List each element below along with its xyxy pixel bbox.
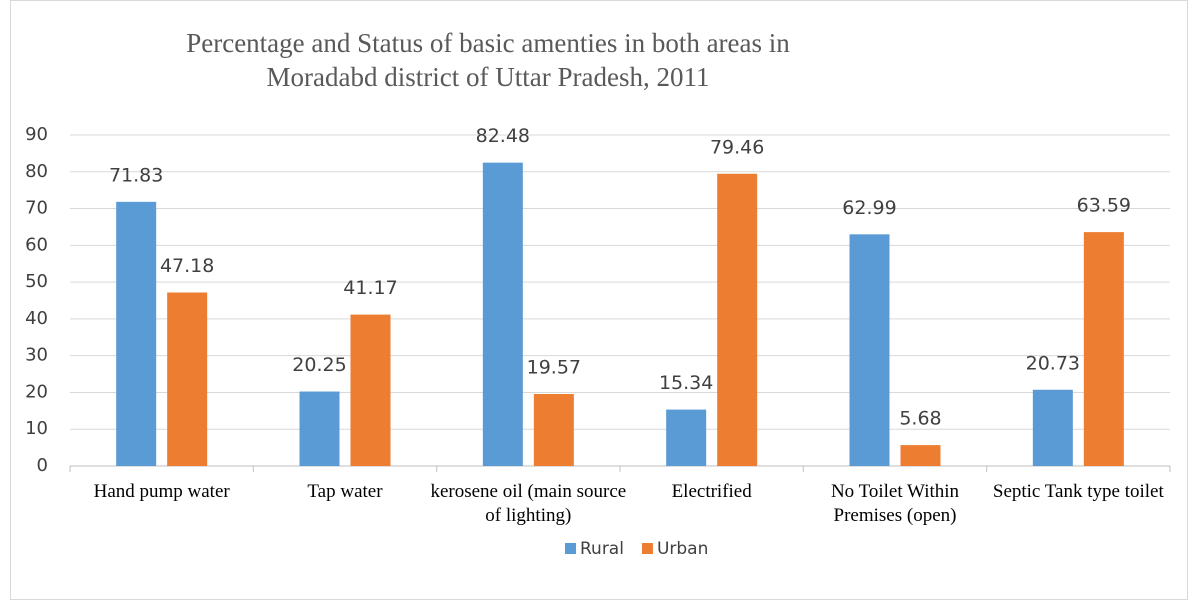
data-label: 41.17 (343, 277, 397, 299)
y-tick-label: 20 (25, 381, 48, 402)
x-tick-label: Hand pump water (93, 481, 230, 502)
bar (482, 162, 523, 466)
data-label: 62.99 (842, 197, 896, 219)
x-tick-label: No Toilet Within Premises (open) (830, 481, 960, 526)
legend-label: Rural (580, 539, 624, 559)
x-tick-label: Tap water (307, 481, 383, 502)
bar (533, 394, 574, 466)
bar (1032, 389, 1073, 466)
data-label: 79.46 (710, 136, 764, 158)
data-label: 20.73 (1026, 352, 1080, 374)
legend-label: Urban (657, 539, 708, 559)
y-tick-label: 70 (25, 198, 48, 219)
bar (350, 314, 391, 466)
y-tick-label: 60 (25, 234, 48, 255)
legend-swatch (565, 543, 576, 554)
legend-swatch (641, 543, 653, 554)
x-tick-label: Septic Tank type toilet (992, 481, 1164, 502)
data-label: 63.59 (1077, 195, 1131, 217)
bar (849, 234, 890, 466)
chart-frame (10, 0, 1188, 600)
bar (167, 292, 208, 466)
bar (116, 201, 157, 466)
y-tick-label: 0 (37, 455, 48, 476)
data-label: 71.83 (109, 164, 163, 186)
data-label: 47.18 (160, 255, 214, 277)
y-tick-label: 40 (25, 308, 48, 329)
data-label: 20.25 (292, 354, 346, 376)
bar (299, 391, 340, 466)
bar (900, 445, 941, 466)
data-label: 82.48 (476, 125, 530, 147)
y-tick-label: 80 (25, 161, 48, 182)
data-label: 19.57 (527, 357, 581, 379)
y-tick-label: 50 (25, 271, 48, 292)
data-label: 5.68 (899, 408, 941, 430)
chart-title: Percentage and Status of basic amenties … (186, 28, 790, 92)
x-tick-label: kerosene oil (main source of lighting) (430, 481, 627, 526)
y-tick-label: 90 (25, 124, 48, 145)
y-tick-label: 30 (25, 345, 48, 366)
bar (666, 409, 707, 466)
bar (1083, 232, 1124, 466)
bar (717, 173, 758, 466)
y-tick-label: 10 (25, 418, 48, 439)
data-label: 15.34 (659, 372, 713, 394)
x-tick-label: Electrified (671, 481, 752, 502)
